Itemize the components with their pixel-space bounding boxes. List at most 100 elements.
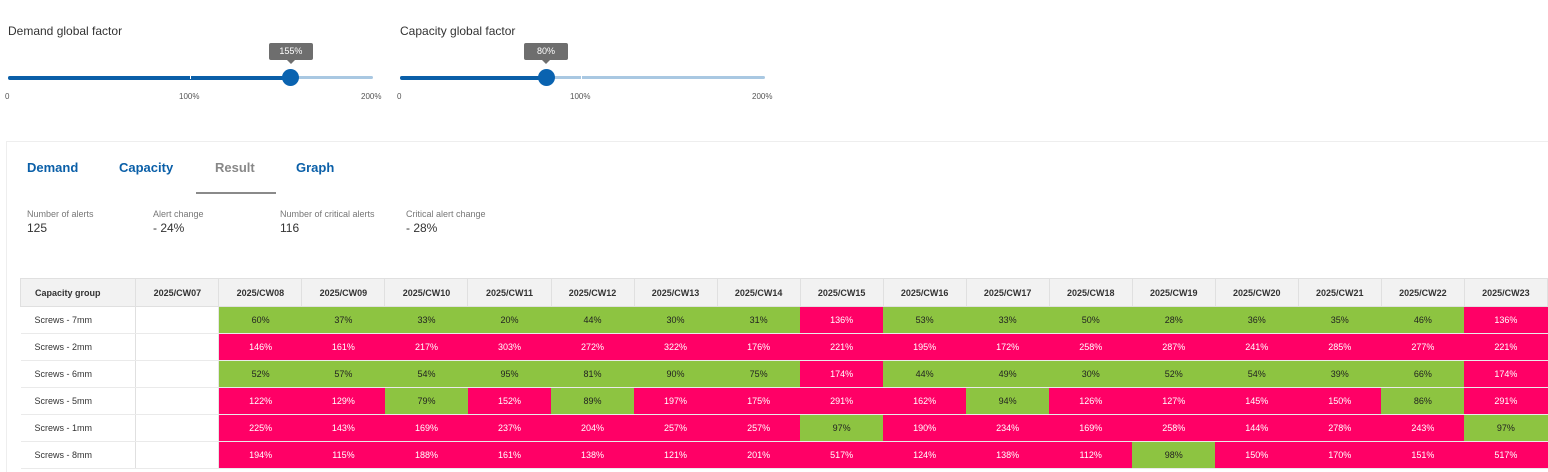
capacity-scale-mid: 100% [570,92,591,101]
demand-scale-mid: 100% [179,92,200,101]
table-header-row: Capacity group 2025/CW07 2025/CW08 2025/CW… [19,278,1548,307]
utilization-cell: 81% [551,360,635,388]
table-row: Screws - 7mm 60% 37% 33% 20% 44% 30% 31% 136% 53%… [20,306,1548,334]
table-row: Screws - 5mm 122% 129% 79% 152% 89% 197% 175% 29… [20,387,1548,415]
capacity-group-cell: Screws - 5mm [20,387,137,415]
utilization-cell: 303% [467,333,551,361]
column-header-week[interactable]: 2025/CW20 [1214,278,1299,307]
table-row: Screws - 8mm 194% 115% 188% 161% 138% 121% 201%… [20,441,1548,469]
utilization-cell: 37% [301,306,385,334]
utilization-cell: 151% [1381,441,1465,469]
column-header-week[interactable]: 2025/CW19 [1131,278,1216,307]
utilization-cell: 517% [1464,441,1548,469]
utilization-cell: 258% [1049,333,1133,361]
capacity-scale-min: 0 [397,92,402,101]
capacity-group-cell: Screws - 2mm [20,333,137,361]
utilization-cell: 44% [551,306,635,334]
utilization-cell: 136% [800,306,884,334]
column-header-week[interactable]: 2025/CW17 [965,278,1050,307]
utilization-cell: 33% [966,306,1050,334]
column-header-week[interactable]: 2025/CW23 [1463,278,1548,307]
kpi-critical-change-label: Critical alert change [406,209,486,219]
utilization-cell: 54% [384,360,468,388]
column-header-week[interactable]: 2025/CW21 [1297,278,1382,307]
column-header-week[interactable]: 2025/CW16 [882,278,967,307]
kpi-alerts-value: 125 [27,221,48,235]
column-header-week[interactable]: 2025/CW12 [550,278,635,307]
utilization-cell: 162% [883,387,967,415]
tab-capacity[interactable]: Capacity [119,160,174,175]
utilization-cell: 175% [717,387,801,415]
column-header-week[interactable]: 2025/CW07 [135,278,220,307]
utilization-cell: 195% [883,333,967,361]
column-header-week[interactable]: 2025/CW15 [799,278,884,307]
tab-result[interactable]: Result [215,160,255,175]
utilization-cell: 39% [1298,360,1382,388]
utilization-cell: 50% [1049,306,1133,334]
utilization-cell: 272% [551,333,635,361]
empty-utilization-cell [135,333,220,361]
tab-demand[interactable]: Demand [27,160,79,175]
capacity-group-cell: Screws - 1mm [20,414,137,442]
utilization-cell: 79% [384,387,468,415]
capacity-slider-handle[interactable] [537,69,555,86]
utilization-cell: 124% [883,441,967,469]
utilization-cell: 150% [1298,387,1382,415]
utilization-cell: 54% [1215,360,1299,388]
column-header-week[interactable]: 2025/CW22 [1380,278,1465,307]
utilization-cell: 234% [966,414,1050,442]
utilization-cell: 145% [1215,387,1299,415]
utilization-cell: 136% [1464,306,1548,334]
column-header-week[interactable]: 2025/CW10 [384,278,469,307]
utilization-cell: 169% [384,414,468,442]
utilization-cell: 197% [634,387,718,415]
kpi-alerts-label: Number of alerts [27,209,94,219]
capacity-slider-track[interactable] [400,76,765,79]
table-row: Screws - 2mm 146% 161% 217% 303% 272% 322% 176%… [20,333,1548,361]
utilization-cell: 176% [717,333,801,361]
column-header-capacity-group[interactable]: Capacity group [19,278,137,307]
empty-utilization-cell [135,441,220,469]
utilization-cell: 237% [467,414,551,442]
utilization-cell: 291% [1464,387,1548,415]
capacity-value-tooltip: 80% [524,43,568,64]
utilization-cell: 150% [1215,441,1299,469]
column-header-week[interactable]: 2025/CW08 [218,278,303,307]
kpi-critical-change-value: - 28% [406,221,438,235]
utilization-cell: 169% [1049,414,1133,442]
capacity-slider-label: Capacity global factor [400,24,516,38]
column-header-week[interactable]: 2025/CW14 [716,278,801,307]
utilization-cell: 30% [634,306,718,334]
utilization-cell: 143% [301,414,385,442]
demand-slider-handle[interactable] [282,69,300,86]
utilization-cell: 278% [1298,414,1382,442]
utilization-cell: 60% [218,306,302,334]
utilization-cell: 112% [1049,441,1133,469]
utilization-cell: 121% [634,441,718,469]
table-row: Screws - 1mm 225% 143% 169% 237% 204% 257% 257%… [20,414,1548,442]
utilization-cell: 174% [800,360,884,388]
utilization-cell: 36% [1215,306,1299,334]
capacity-slider-fill [400,76,546,80]
utilization-cell: 217% [384,333,468,361]
capacity-slider-tick [581,76,582,79]
column-header-week[interactable]: 2025/CW09 [301,278,386,307]
utilization-cell: 221% [1464,333,1548,361]
capacity-result-table: Capacity group 2025/CW07 2025/CW08 2025/CW… [19,278,1548,469]
utilization-cell: 44% [883,360,967,388]
column-header-week[interactable]: 2025/CW18 [1048,278,1133,307]
utilization-cell: 95% [467,360,551,388]
demand-value-tooltip: 155% [268,43,313,64]
column-header-week[interactable]: 2025/CW13 [633,278,718,307]
utilization-cell: 138% [966,441,1050,469]
tab-graph[interactable]: Graph [296,160,335,175]
utilization-cell: 174% [1464,360,1548,388]
demand-slider-tick [190,76,191,79]
utilization-cell: 30% [1049,360,1133,388]
utilization-cell: 57% [301,360,385,388]
column-header-week[interactable]: 2025/CW11 [467,278,552,307]
utilization-cell: 89% [551,387,635,415]
utilization-cell: 31% [717,306,801,334]
utilization-cell: 97% [800,414,884,442]
utilization-cell: 258% [1132,414,1216,442]
